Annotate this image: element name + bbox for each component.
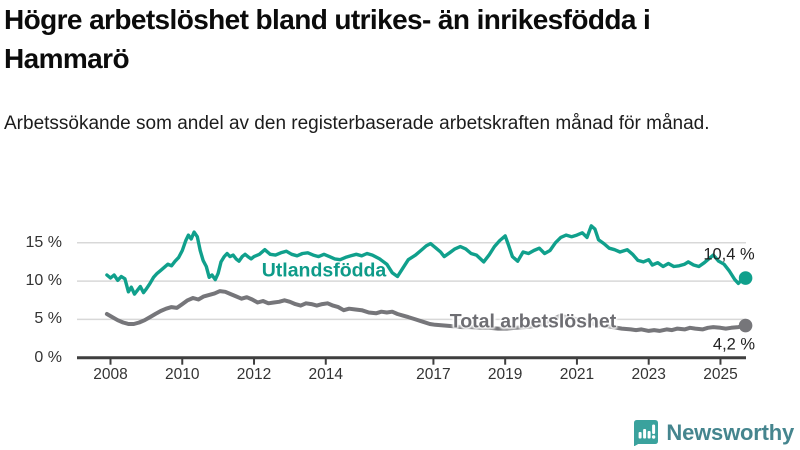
series-label-utlandsfodda: Utlandsfödda: [261, 259, 387, 282]
end-value-label-utlandsfodda: 10,4 %: [703, 245, 755, 264]
bar-chart-speech-bubble-icon: [633, 419, 659, 446]
title-line-1: Högre arbetslöshet bland utrikes- än inr…: [4, 4, 651, 35]
y-axis-tick-label: 5 %: [34, 310, 62, 328]
x-axis-tick-label: 2010: [165, 366, 200, 383]
series-end-dot-0: [738, 271, 753, 285]
newsworthy-logo: Newsworthy: [633, 419, 794, 446]
y-axis-tick-label: 0 %: [34, 348, 62, 366]
series-end-dot-1: [738, 318, 753, 333]
title-line-2: Hammarö: [4, 43, 130, 75]
y-axis-tick-label: 15 %: [25, 233, 62, 251]
series-line-1: [104, 289, 748, 333]
y-axis-tick-label: 10 %: [25, 272, 62, 290]
x-axis-tick-label: 2008: [93, 366, 128, 383]
chart-subtitle: Arbetssökande som andel av den registerb…: [4, 113, 710, 134]
end-value-label-total: 4,2 %: [712, 335, 756, 354]
page-title: Högre arbetslöshet bland utrikes- än inr…: [4, 0, 796, 78]
x-axis-tick-label: 2021: [559, 366, 595, 383]
x-axis-tick-label: 2025: [703, 366, 738, 383]
x-axis-tick-label: 2012: [236, 366, 272, 383]
x-axis-tick-label: 2014: [308, 366, 344, 383]
x-axis-tick-label: 2017: [416, 366, 451, 383]
series-label-total-arbetsloshet: Total arbetslöshet: [449, 310, 617, 333]
x-axis-tick-label: 2023: [631, 366, 666, 383]
logo-wordmark: Newsworthy: [666, 419, 794, 445]
x-axis-tick-label: 2019: [487, 366, 523, 383]
series-line-0: [105, 224, 748, 296]
